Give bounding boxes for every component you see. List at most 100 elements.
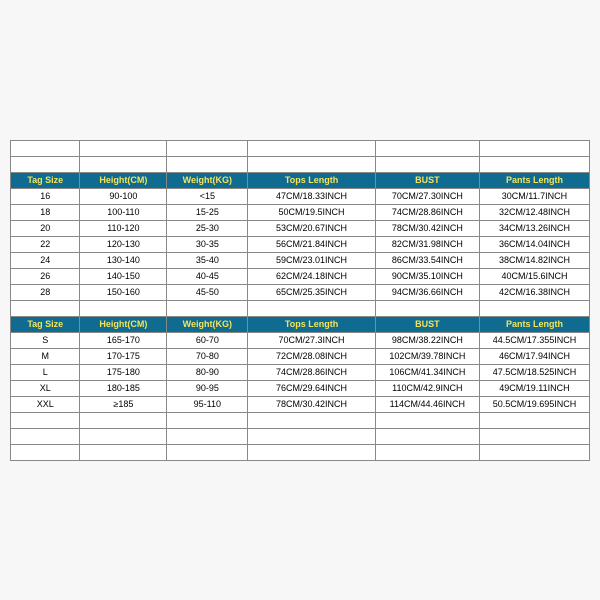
data-cell: 90CM/35.10INCH xyxy=(375,268,479,284)
data-cell: 47CM/18.33INCH xyxy=(248,188,375,204)
data-cell: 18 xyxy=(11,204,80,220)
data-cell: 140-150 xyxy=(80,268,167,284)
empty-cell xyxy=(11,156,80,172)
data-cell: 74CM/28.86INCH xyxy=(375,204,479,220)
empty-cell xyxy=(375,156,479,172)
data-cell: 50CM/19.5INCH xyxy=(248,204,375,220)
column-header: Pants Length xyxy=(479,316,589,332)
data-cell: 76CM/29.64INCH xyxy=(248,380,375,396)
data-cell: 110CM/42.9INCH xyxy=(375,380,479,396)
data-cell: 49CM/19.11INCH xyxy=(479,380,589,396)
data-cell: 36CM/14.04INCH xyxy=(479,236,589,252)
empty-cell xyxy=(11,300,80,316)
empty-cell xyxy=(375,412,479,428)
data-cell: 32CM/12.48INCH xyxy=(479,204,589,220)
data-cell: 65CM/25.35INCH xyxy=(248,284,375,300)
size-chart-sheet: Tag SizeHeight(CM)Weight(KG)Tops LengthB… xyxy=(10,140,590,461)
data-cell: 16 xyxy=(11,188,80,204)
data-cell: 70CM/27.3INCH xyxy=(248,332,375,348)
data-cell: 175-180 xyxy=(80,364,167,380)
data-cell: 40-45 xyxy=(167,268,248,284)
empty-cell xyxy=(167,428,248,444)
column-header: Height(CM) xyxy=(80,172,167,188)
data-cell: 24 xyxy=(11,252,80,268)
data-cell: 28 xyxy=(11,284,80,300)
data-cell: 70CM/27.30INCH xyxy=(375,188,479,204)
empty-cell xyxy=(479,412,589,428)
data-cell: 82CM/31.98INCH xyxy=(375,236,479,252)
empty-cell xyxy=(248,428,375,444)
data-cell: 150-160 xyxy=(80,284,167,300)
data-cell: 45-50 xyxy=(167,284,248,300)
column-header: BUST xyxy=(375,172,479,188)
empty-cell xyxy=(248,140,375,156)
empty-cell xyxy=(479,156,589,172)
data-cell: 100-110 xyxy=(80,204,167,220)
empty-cell xyxy=(375,444,479,460)
empty-cell xyxy=(167,444,248,460)
empty-cell xyxy=(479,300,589,316)
size-chart-table: Tag SizeHeight(CM)Weight(KG)Tops LengthB… xyxy=(10,140,590,461)
column-header: Tag Size xyxy=(11,316,80,332)
data-cell: 86CM/33.54INCH xyxy=(375,252,479,268)
data-cell: 78CM/30.42INCH xyxy=(248,396,375,412)
empty-cell xyxy=(80,140,167,156)
data-cell: 70-80 xyxy=(167,348,248,364)
data-cell: 90-95 xyxy=(167,380,248,396)
data-cell: 25-30 xyxy=(167,220,248,236)
data-cell: 62CM/24.18INCH xyxy=(248,268,375,284)
data-cell: 74CM/28.86INCH xyxy=(248,364,375,380)
empty-cell xyxy=(167,156,248,172)
empty-cell xyxy=(375,140,479,156)
empty-cell xyxy=(11,412,80,428)
data-cell: S xyxy=(11,332,80,348)
data-cell: 20 xyxy=(11,220,80,236)
data-cell: 46CM/17.94INCH xyxy=(479,348,589,364)
column-header: Height(CM) xyxy=(80,316,167,332)
data-cell: 120-130 xyxy=(80,236,167,252)
empty-cell xyxy=(167,412,248,428)
data-cell: 15-25 xyxy=(167,204,248,220)
column-header: Tops Length xyxy=(248,172,375,188)
data-cell: 180-185 xyxy=(80,380,167,396)
data-cell: M xyxy=(11,348,80,364)
data-cell: 72CM/28.08INCH xyxy=(248,348,375,364)
data-cell: 106CM/41.34INCH xyxy=(375,364,479,380)
data-cell: 95-110 xyxy=(167,396,248,412)
column-header: Tag Size xyxy=(11,172,80,188)
column-header: Weight(KG) xyxy=(167,316,248,332)
data-cell: 78CM/30.42INCH xyxy=(375,220,479,236)
data-cell: 59CM/23.01INCH xyxy=(248,252,375,268)
data-cell: 165-170 xyxy=(80,332,167,348)
column-header: Tops Length xyxy=(248,316,375,332)
empty-cell xyxy=(11,428,80,444)
data-cell: 35-40 xyxy=(167,252,248,268)
data-cell: 53CM/20.67INCH xyxy=(248,220,375,236)
empty-cell xyxy=(80,300,167,316)
data-cell: L xyxy=(11,364,80,380)
data-cell: 38CM/14.82INCH xyxy=(479,252,589,268)
data-cell: 80-90 xyxy=(167,364,248,380)
data-cell: XL xyxy=(11,380,80,396)
data-cell: 44.5CM/17.355INCH xyxy=(479,332,589,348)
column-header: BUST xyxy=(375,316,479,332)
empty-cell xyxy=(375,428,479,444)
data-cell: 22 xyxy=(11,236,80,252)
empty-cell xyxy=(375,300,479,316)
empty-cell xyxy=(479,428,589,444)
data-cell: 90-100 xyxy=(80,188,167,204)
data-cell: 26 xyxy=(11,268,80,284)
empty-cell xyxy=(248,412,375,428)
data-cell: 60-70 xyxy=(167,332,248,348)
column-header: Pants Length xyxy=(479,172,589,188)
column-header: Weight(KG) xyxy=(167,172,248,188)
data-cell: 170-175 xyxy=(80,348,167,364)
data-cell: XXL xyxy=(11,396,80,412)
data-cell: 30CM/11.7INCH xyxy=(479,188,589,204)
data-cell: 102CM/39.78INCH xyxy=(375,348,479,364)
data-cell: 94CM/36.66INCH xyxy=(375,284,479,300)
empty-cell xyxy=(11,444,80,460)
data-cell: 42CM/16.38INCH xyxy=(479,284,589,300)
empty-cell xyxy=(479,444,589,460)
empty-cell xyxy=(248,156,375,172)
